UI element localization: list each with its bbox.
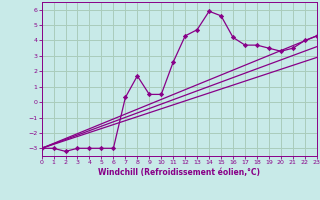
X-axis label: Windchill (Refroidissement éolien,°C): Windchill (Refroidissement éolien,°C) — [98, 168, 260, 177]
